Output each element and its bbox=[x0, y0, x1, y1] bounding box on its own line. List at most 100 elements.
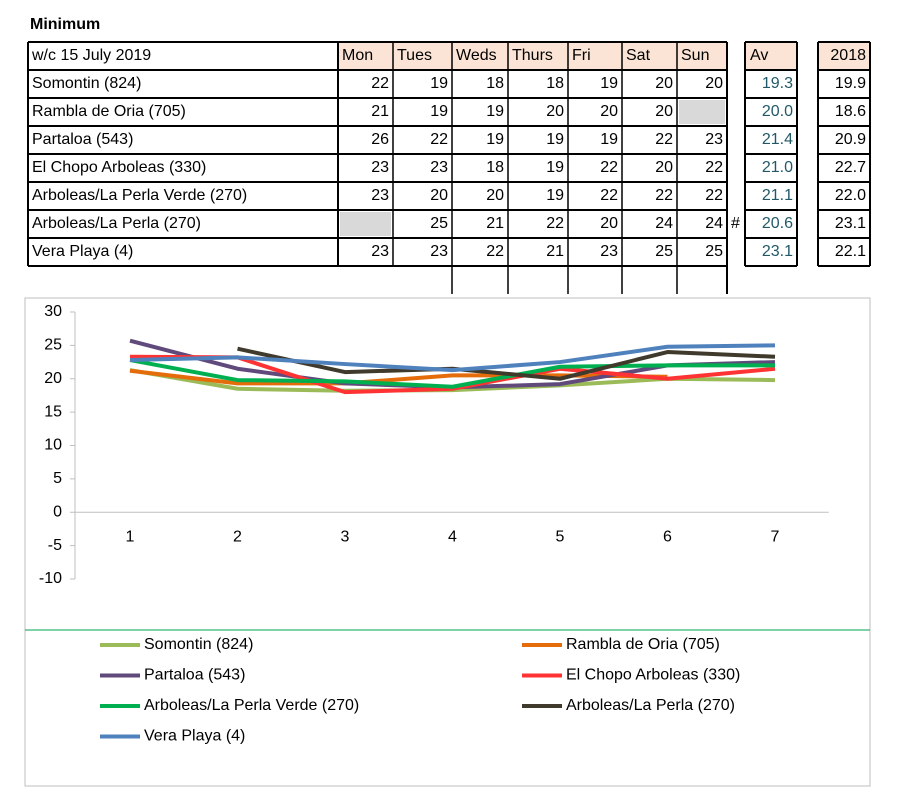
day-header: Mon bbox=[342, 47, 373, 64]
cell-value: 22 bbox=[705, 159, 723, 176]
cell-value: 20 bbox=[546, 103, 564, 120]
cell-value: 20 bbox=[600, 215, 618, 232]
cell-value: 19 bbox=[600, 131, 618, 148]
day-header: Sat bbox=[626, 47, 651, 64]
header-cell bbox=[818, 42, 870, 70]
cell-value: 23 bbox=[705, 131, 723, 148]
cell-value: 23 bbox=[371, 187, 389, 204]
cell-value: 19 bbox=[486, 131, 504, 148]
cell-value: 24 bbox=[655, 215, 673, 232]
x-tick-label: 3 bbox=[341, 528, 350, 545]
x-tick-label: 4 bbox=[448, 528, 457, 545]
cell-value: 19 bbox=[546, 131, 564, 148]
header-label: w/c 15 July 2019 bbox=[31, 47, 151, 64]
average: 20.6 bbox=[762, 215, 793, 232]
row-label: Rambla de Oria (705) bbox=[32, 103, 186, 120]
cell-value: 20 bbox=[655, 103, 673, 120]
x-tick-label: 7 bbox=[771, 528, 780, 545]
cell-value: 18 bbox=[486, 75, 504, 92]
cell-value: 19 bbox=[430, 75, 448, 92]
cell-value: 24 bbox=[705, 215, 723, 232]
header-cell bbox=[452, 42, 508, 70]
cell-value: 22 bbox=[705, 187, 723, 204]
cell-value: 20 bbox=[430, 187, 448, 204]
prev-year: 22.1 bbox=[835, 243, 866, 260]
cell-value: 21 bbox=[546, 243, 564, 260]
cell-value: 18 bbox=[486, 159, 504, 176]
y-tick-label: 30 bbox=[44, 303, 62, 320]
header-cell bbox=[568, 42, 622, 70]
header-cell bbox=[393, 42, 452, 70]
average: 19.3 bbox=[762, 75, 793, 92]
cell-value: 22 bbox=[600, 159, 618, 176]
day-header: Tues bbox=[397, 47, 432, 64]
cell-value: 22 bbox=[371, 75, 389, 92]
cell-value: 22 bbox=[655, 131, 673, 148]
prev-year: 19.9 bbox=[835, 75, 866, 92]
average: 20.0 bbox=[762, 103, 793, 120]
day-header: Fri bbox=[572, 47, 591, 64]
legend-label: Arboleas/La Perla (270) bbox=[566, 697, 735, 714]
cell-value: 23 bbox=[600, 243, 618, 260]
prev-header: 2018 bbox=[830, 47, 866, 64]
header-cell bbox=[622, 42, 677, 70]
cell-value: 20 bbox=[600, 103, 618, 120]
cell-value: 23 bbox=[371, 243, 389, 260]
day-header: Sun bbox=[681, 47, 709, 64]
cell-value: 21 bbox=[371, 103, 389, 120]
prev-year: 18.6 bbox=[835, 103, 866, 120]
row-label: Somontin (824) bbox=[32, 75, 141, 92]
prev-year: 23.1 bbox=[835, 215, 866, 232]
cell-value: 25 bbox=[705, 243, 723, 260]
cell-value: 22 bbox=[430, 131, 448, 148]
cell-value: 20 bbox=[486, 187, 504, 204]
cell-value: 19 bbox=[546, 159, 564, 176]
y-tick-label: 10 bbox=[44, 437, 62, 454]
cell-value: 20 bbox=[705, 75, 723, 92]
header-cell bbox=[338, 42, 393, 70]
cell-value: 23 bbox=[371, 159, 389, 176]
row-label: Vera Playa (4) bbox=[32, 243, 133, 260]
cell-value: 19 bbox=[430, 103, 448, 120]
y-tick-label: 15 bbox=[44, 403, 62, 420]
x-tick-label: 1 bbox=[126, 528, 135, 545]
y-tick-label: 5 bbox=[53, 470, 62, 487]
prev-year: 22.7 bbox=[835, 159, 866, 176]
overflow-marker: # bbox=[731, 215, 740, 232]
legend-label: Arboleas/La Perla Verde (270) bbox=[144, 697, 359, 714]
row-label: Arboleas/La Perla (270) bbox=[32, 215, 201, 232]
cell-value: 23 bbox=[430, 243, 448, 260]
header-cell bbox=[508, 42, 568, 70]
cell-value: 19 bbox=[546, 187, 564, 204]
prev-year: 22.0 bbox=[835, 187, 866, 204]
y-tick-label: -5 bbox=[48, 537, 62, 554]
cell-value: 26 bbox=[371, 131, 389, 148]
cell-value: 22 bbox=[486, 243, 504, 260]
cell-value: 22 bbox=[600, 187, 618, 204]
y-tick-label: 0 bbox=[53, 503, 62, 520]
average: 21.1 bbox=[762, 187, 793, 204]
title: Minimum bbox=[30, 16, 100, 33]
cell-value: 19 bbox=[486, 103, 504, 120]
cell-value: 18 bbox=[546, 75, 564, 92]
header-cell bbox=[745, 42, 797, 70]
legend-label: Partaloa (543) bbox=[144, 667, 245, 684]
row-label: El Chopo Arboleas (330) bbox=[32, 159, 206, 176]
av-header: Av bbox=[750, 47, 768, 64]
series-line bbox=[129, 343, 776, 373]
chart-frame bbox=[24, 297, 871, 787]
y-tick-label: -10 bbox=[39, 570, 62, 587]
y-tick-label: 20 bbox=[44, 370, 62, 387]
average: 21.4 bbox=[762, 131, 793, 148]
cell-value: 20 bbox=[655, 75, 673, 92]
cell-value: 19 bbox=[600, 75, 618, 92]
cell-value: 25 bbox=[430, 215, 448, 232]
cell-value: 22 bbox=[546, 215, 564, 232]
cell-value: 21 bbox=[486, 215, 504, 232]
average: 21.0 bbox=[762, 159, 793, 176]
empty-cell bbox=[679, 100, 725, 124]
series-line bbox=[237, 346, 776, 381]
empty-cell bbox=[340, 212, 391, 236]
legend-label: Somontin (824) bbox=[144, 636, 253, 653]
cell-value: 23 bbox=[430, 159, 448, 176]
